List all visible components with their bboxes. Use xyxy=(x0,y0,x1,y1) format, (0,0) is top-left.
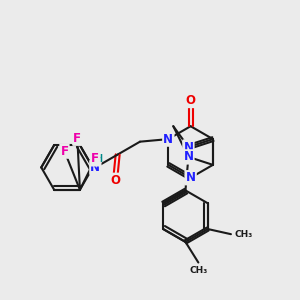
Text: CH₃: CH₃ xyxy=(189,266,208,275)
Text: CH₃: CH₃ xyxy=(235,230,253,239)
Text: O: O xyxy=(110,174,120,187)
Text: F: F xyxy=(73,132,81,145)
Text: N: N xyxy=(186,171,196,184)
Text: H: H xyxy=(94,154,102,164)
Text: F: F xyxy=(92,152,99,165)
Text: O: O xyxy=(186,94,196,107)
Text: N: N xyxy=(183,150,194,164)
Text: N: N xyxy=(90,161,100,174)
Text: N: N xyxy=(163,133,173,146)
Text: F: F xyxy=(60,145,68,158)
Text: N: N xyxy=(183,141,194,154)
